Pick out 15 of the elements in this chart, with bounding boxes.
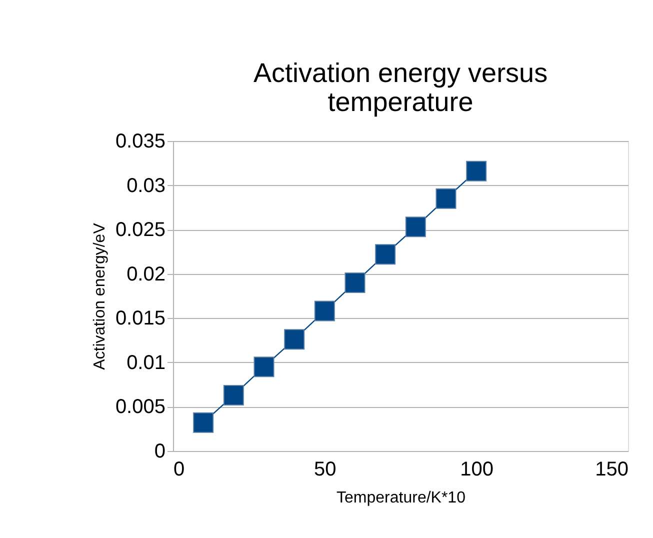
- y-tick-label: 0.015: [115, 308, 166, 330]
- y-tick-label: 0.025: [115, 219, 166, 242]
- y-tick-label: 0.01: [126, 352, 166, 374]
- x-tick-label: 100: [460, 458, 494, 480]
- x-tick-label: 50: [314, 458, 336, 480]
- chart-title: Activation energy versus temperature: [253, 58, 548, 117]
- x-tick-label: 0: [174, 458, 185, 480]
- y-tick-label: 0: [154, 440, 166, 462]
- y-tick-label: 0.03: [126, 174, 166, 197]
- y-tick-label: 0.02: [126, 263, 166, 286]
- y-tick-label: 0.035: [115, 130, 166, 152]
- y-axis-title: Activation energy/eV: [91, 222, 108, 370]
- x-tick-label: 150: [595, 458, 628, 480]
- x-axis-title: Temperature/K*10: [336, 490, 466, 506]
- y-tick-label: 0.005: [115, 396, 166, 418]
